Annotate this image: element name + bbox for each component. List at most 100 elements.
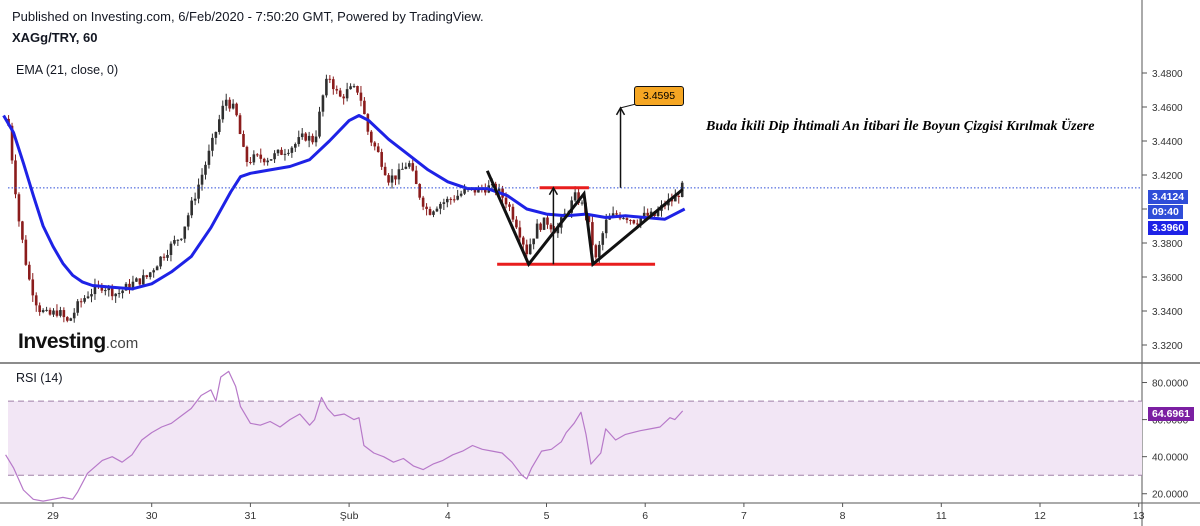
candle — [45, 306, 48, 312]
candle — [459, 190, 463, 198]
rsi-tick-label: 40.0000 — [1152, 453, 1189, 464]
last-price-tag: 3.4124 — [1148, 190, 1189, 204]
candle — [349, 83, 352, 90]
candle-body — [425, 206, 428, 210]
candle-body — [31, 279, 35, 296]
candle-body — [52, 310, 55, 315]
candle — [425, 203, 428, 216]
candle — [411, 159, 415, 172]
candle-body — [138, 278, 142, 285]
candle-body — [21, 221, 24, 240]
candle-body — [166, 254, 169, 258]
candle-body — [266, 160, 269, 163]
candle-body — [221, 105, 225, 120]
candle-body — [290, 147, 294, 153]
candle-body — [110, 286, 114, 297]
candle-body — [442, 202, 446, 204]
candle — [294, 142, 297, 152]
logo-suffix: .com — [105, 335, 139, 352]
double-bottom-pattern — [485, 170, 684, 268]
candle-body — [128, 283, 131, 290]
candle — [266, 157, 269, 166]
candle-body — [273, 153, 276, 160]
candle — [446, 196, 449, 208]
candle — [166, 249, 169, 261]
candle — [363, 97, 366, 115]
candle-body — [611, 213, 615, 218]
candle-body — [245, 146, 249, 163]
candle — [442, 198, 446, 210]
candle-body — [338, 90, 342, 97]
candle-body — [383, 166, 387, 176]
candle-body — [107, 286, 111, 291]
candle — [300, 128, 304, 140]
candle-body — [59, 310, 62, 316]
candle-body — [525, 244, 529, 255]
candle — [200, 168, 204, 191]
candle-body — [180, 238, 183, 240]
candle-body — [428, 209, 432, 215]
candle-body — [152, 270, 155, 273]
candle — [145, 274, 149, 279]
time-tick-label: 8 — [840, 510, 846, 522]
candle-body — [256, 154, 259, 156]
candle-body — [276, 149, 280, 154]
countdown-tag: 09:40 — [1148, 205, 1183, 219]
target-price-label: 3.4595 — [634, 86, 684, 106]
candle-body — [14, 160, 17, 195]
candle-body — [349, 86, 352, 90]
candle-body — [228, 99, 231, 109]
candle-body — [677, 195, 681, 197]
candle — [414, 165, 418, 185]
candle — [48, 307, 52, 316]
candle-body — [38, 305, 41, 313]
candle — [93, 278, 97, 300]
candle — [256, 153, 259, 157]
candle-body — [373, 142, 377, 147]
rsi-tick-label: 80.0000 — [1152, 379, 1189, 390]
candle-body — [601, 233, 605, 245]
candle — [59, 306, 62, 318]
rsi-legend[interactable]: RSI (14) — [16, 371, 63, 385]
candle — [387, 173, 390, 186]
candle-body — [504, 197, 508, 205]
candle-body — [162, 256, 166, 258]
candle — [17, 192, 21, 227]
candle-body — [598, 244, 601, 258]
candle-body — [542, 217, 546, 230]
candle-body — [411, 163, 415, 171]
candle-body — [404, 166, 408, 169]
candle-body — [214, 131, 218, 138]
candle — [373, 141, 377, 151]
price-tick-label: 3.3600 — [1152, 273, 1183, 284]
candle-body — [439, 203, 442, 209]
candle — [55, 304, 59, 318]
ema-legend[interactable]: EMA (21, close, 0) — [16, 63, 119, 77]
candle — [366, 113, 370, 135]
candle-body — [594, 245, 598, 258]
candle — [546, 213, 549, 229]
candle — [318, 106, 321, 139]
candle — [76, 299, 79, 316]
candle-body — [69, 318, 73, 321]
candle-body — [62, 310, 66, 318]
candle-body — [117, 293, 121, 295]
candle — [28, 261, 31, 281]
candle — [539, 222, 542, 232]
candle-body — [397, 169, 401, 180]
price-tick-label: 3.4600 — [1152, 103, 1183, 114]
candle — [528, 238, 532, 255]
time-tick-label: 29 — [47, 510, 59, 522]
candle-body — [90, 294, 93, 297]
candle-body — [200, 174, 204, 185]
candle-body — [193, 198, 197, 201]
candle-body — [497, 188, 501, 193]
candle — [21, 220, 24, 244]
candle-body — [328, 78, 332, 80]
candle-body — [580, 202, 584, 204]
candle-body — [17, 194, 21, 222]
candle-body — [421, 197, 425, 207]
candle — [135, 277, 138, 282]
candle — [180, 238, 183, 242]
